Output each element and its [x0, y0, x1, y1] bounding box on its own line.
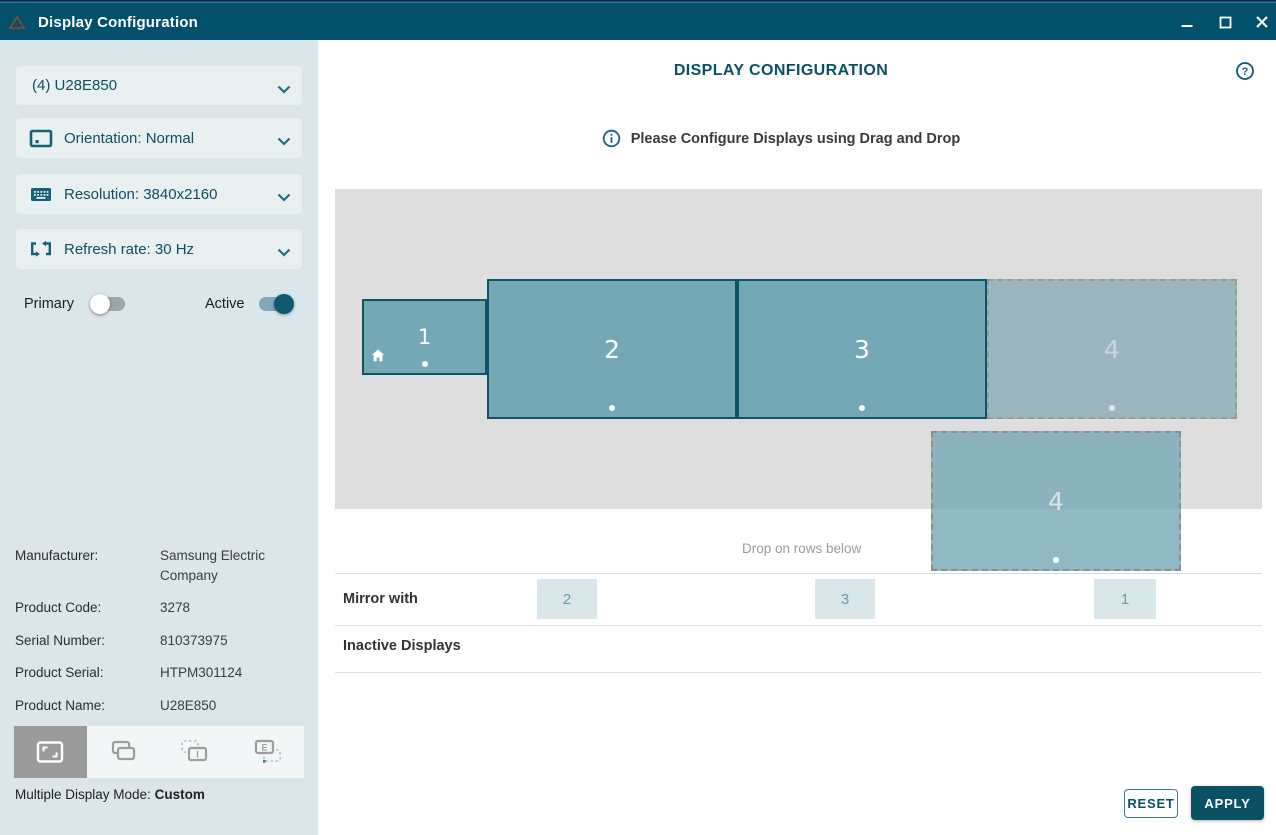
help-icon: ?: [1236, 62, 1254, 80]
primary-toggle[interactable]: [90, 294, 126, 314]
primary-toggle-label: Primary: [24, 296, 74, 312]
svg-text:I: I: [196, 750, 199, 760]
orientation-icon: [29, 129, 53, 148]
display-3[interactable]: 3: [737, 279, 987, 419]
svg-text:?: ?: [1242, 66, 1249, 78]
mirror-chip-2[interactable]: 2: [537, 579, 597, 619]
mode-external-only-button[interactable]: E: [232, 726, 305, 778]
chevron-down-icon: [277, 244, 291, 261]
drop-on-rows-hint: Drop on rows below: [742, 541, 862, 556]
resolution-dropdown[interactable]: Resolution: 3840x2160: [16, 174, 302, 214]
window-title: Display Configuration: [38, 13, 199, 31]
drag-drop-hint: Please Configure Displays using Drag and…: [318, 129, 1244, 148]
row-divider: [335, 672, 1262, 673]
close-icon: [1256, 16, 1268, 28]
info-label: Product Code:: [15, 600, 102, 616]
mirror-with-label: Mirror with: [343, 591, 418, 607]
display-handle-dot: [859, 405, 865, 411]
home-icon: [371, 343, 385, 367]
clone-mode-icon: [111, 740, 135, 761]
display-number: 3: [854, 334, 870, 364]
refresh-rate-dropdown[interactable]: Refresh rate: 30 Hz: [16, 229, 302, 269]
resolution-value: Resolution: 3840x2160: [64, 185, 218, 203]
svg-text:E: E: [261, 742, 267, 752]
inactive-displays-label: Inactive Displays: [343, 638, 461, 654]
maximize-icon: [1219, 16, 1231, 28]
mode-caption-label: Multiple Display Mode:: [15, 787, 151, 802]
orientation-value: Orientation: Normal: [64, 129, 195, 147]
help-button[interactable]: ?: [1235, 61, 1255, 86]
active-toggle-label: Active: [205, 296, 245, 312]
display-number: 4: [1048, 486, 1064, 516]
display-number: 2: [604, 334, 620, 364]
display-number: 1: [417, 325, 432, 349]
mode-custom-button[interactable]: [14, 726, 87, 778]
app-logo-icon: [8, 14, 26, 30]
display-2[interactable]: 2: [487, 279, 737, 419]
active-toggle[interactable]: [258, 294, 294, 314]
minimize-icon: [1181, 25, 1193, 27]
display-handle-dot: [609, 405, 615, 411]
info-label: Manufacturer:: [15, 548, 99, 563]
apply-button[interactable]: APPLY: [1191, 786, 1264, 820]
reset-button[interactable]: RESET: [1124, 789, 1178, 818]
multiple-display-mode-bar: I E: [14, 726, 304, 778]
refresh-rate-value: Refresh rate: 30 Hz: [64, 240, 195, 258]
info-label: Serial Number:: [15, 632, 106, 648]
info-value: HTPM301124: [160, 665, 243, 681]
refresh-rate-icon: [29, 239, 53, 259]
orientation-dropdown[interactable]: Orientation: Normal: [16, 118, 302, 158]
close-button[interactable]: [1249, 9, 1275, 35]
minimize-button[interactable]: [1174, 9, 1200, 35]
toggle-knob: [90, 294, 110, 314]
maximize-button[interactable]: [1212, 9, 1238, 35]
info-value: Samsung Electric Company: [160, 548, 266, 583]
display-handle-dot: [1053, 557, 1059, 563]
internal-display-only-icon: I: [181, 740, 208, 762]
info-row-product-code: Product Code: 3278: [15, 598, 309, 618]
display-select-value: (4) U28E850: [32, 77, 118, 94]
chevron-down-icon: [277, 81, 291, 98]
info-value: 810373975: [160, 632, 228, 648]
chevron-down-icon: [277, 189, 291, 206]
info-label: Product Serial:: [15, 665, 104, 681]
multiple-display-mode-caption: Multiple Display Mode: Custom: [15, 787, 205, 802]
display-4-drop-target-ghost[interactable]: 4: [987, 279, 1237, 419]
titlebar: Display Configuration: [0, 4, 1276, 40]
page-title: DISPLAY CONFIGURATION: [673, 62, 889, 79]
sidebar: (4) U28E850 Orientation: Normal: [0, 40, 318, 835]
mode-caption-value: Custom: [154, 787, 205, 802]
resolution-icon: [29, 185, 53, 204]
mirror-chip-1[interactable]: 1: [1094, 579, 1156, 619]
monitor-info-list: Manufacturer: Samsung Electric Company P…: [15, 546, 309, 728]
chevron-down-icon: [277, 133, 291, 150]
custom-mode-icon: [37, 741, 64, 763]
external-display-only-icon: E: [254, 739, 281, 763]
info-icon: [602, 129, 620, 148]
hint-text: Please Configure Displays using Drag and…: [630, 130, 961, 147]
window-top-accent: [0, 0, 1276, 4]
row-divider: [335, 625, 1262, 626]
display-number: 4: [1104, 334, 1120, 364]
info-row-serial-number: Serial Number: 810373975: [15, 631, 309, 651]
info-row-product-name: Product Name: U28E850: [15, 696, 309, 716]
mirror-chip-3[interactable]: 3: [815, 579, 875, 619]
display-handle-dot: [1109, 405, 1115, 411]
display-4-dragging[interactable]: 4: [931, 431, 1181, 571]
toggle-knob: [274, 294, 294, 314]
mode-clone-button[interactable]: [87, 726, 160, 778]
info-label: Product Name:: [15, 697, 106, 713]
mode-internal-only-button[interactable]: I: [159, 726, 232, 778]
info-row-product-serial: Product Serial: HTPM301124: [15, 663, 309, 683]
display-1[interactable]: 1: [362, 299, 487, 375]
display-handle-dot: [421, 361, 428, 367]
info-row-manufacturer: Manufacturer: Samsung Electric Company: [15, 546, 309, 585]
info-value: 3278: [160, 600, 191, 616]
row-divider: [335, 573, 1262, 574]
info-value: U28E850: [160, 697, 217, 713]
display-select-dropdown[interactable]: (4) U28E850: [16, 66, 302, 105]
